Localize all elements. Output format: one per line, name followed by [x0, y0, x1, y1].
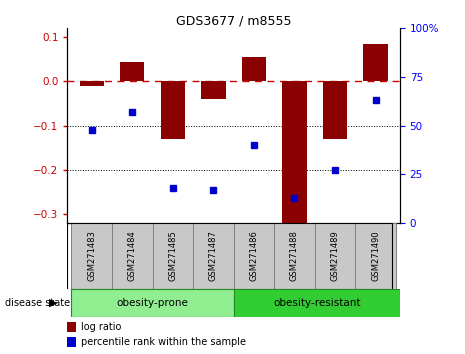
Bar	[315, 223, 355, 289]
Text: GSM271485: GSM271485	[168, 230, 177, 281]
Bar	[153, 223, 193, 289]
Text: disease state: disease state	[5, 298, 70, 308]
Bar	[364, 44, 388, 81]
Text: GSM271490: GSM271490	[371, 230, 380, 281]
Text: GSM271489: GSM271489	[331, 230, 339, 281]
Bar	[233, 223, 274, 289]
Bar	[72, 289, 233, 317]
Bar	[274, 223, 315, 289]
Text: GSM271484: GSM271484	[128, 230, 137, 281]
Bar	[112, 223, 153, 289]
Text: obesity-resistant: obesity-resistant	[273, 298, 360, 308]
Bar	[193, 223, 233, 289]
Bar	[120, 62, 145, 81]
Title: GDS3677 / m8555: GDS3677 / m8555	[176, 14, 292, 27]
Text: log ratio: log ratio	[81, 322, 121, 332]
Text: GSM271488: GSM271488	[290, 230, 299, 281]
Bar	[355, 223, 396, 289]
Bar	[67, 322, 76, 332]
Bar	[72, 223, 112, 289]
Text: GSM271487: GSM271487	[209, 230, 218, 281]
Text: GSM271483: GSM271483	[87, 230, 96, 281]
Text: GSM271486: GSM271486	[249, 230, 259, 281]
Text: ▶: ▶	[49, 298, 58, 308]
Bar	[80, 81, 104, 86]
Text: obesity-prone: obesity-prone	[117, 298, 188, 308]
Bar	[201, 81, 226, 99]
Bar	[161, 81, 185, 139]
Text: percentile rank within the sample: percentile rank within the sample	[81, 337, 246, 347]
Bar	[323, 81, 347, 139]
Bar	[233, 289, 400, 317]
Bar	[242, 57, 266, 81]
Bar	[67, 337, 76, 347]
Bar	[282, 81, 306, 223]
